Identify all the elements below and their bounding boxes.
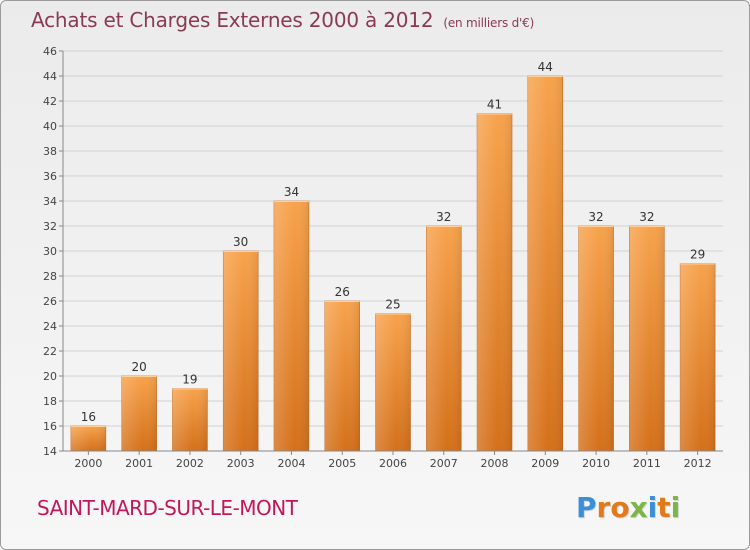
y-tick-label: 20 — [43, 370, 57, 383]
x-tick-label: 2010 — [582, 457, 610, 470]
y-tick-label: 28 — [43, 270, 57, 283]
bar-shine — [121, 376, 157, 451]
commune-name: SAINT-MARD-SUR-LE-MONT — [37, 496, 298, 520]
y-tick-label: 46 — [43, 45, 57, 58]
bar-shine — [70, 426, 106, 451]
logo-letter: o — [610, 491, 630, 524]
x-tick-label: 2006 — [379, 457, 407, 470]
chart-subtitle: (en milliers d'€) — [443, 16, 535, 30]
logo-letter: P — [576, 491, 597, 524]
x-tick-label: 2007 — [430, 457, 458, 470]
data-label: 16 — [81, 410, 96, 424]
data-label: 44 — [538, 60, 553, 74]
y-tick-label: 16 — [43, 420, 57, 433]
y-tick-label: 38 — [43, 145, 57, 158]
logo-letter: i — [670, 491, 681, 524]
data-label: 25 — [385, 298, 400, 312]
y-tick-label: 30 — [43, 245, 57, 258]
bar-shine — [273, 201, 309, 451]
x-tick-label: 2004 — [277, 457, 305, 470]
x-tick-label: 2011 — [633, 457, 661, 470]
bar-shine — [527, 76, 563, 451]
bar-shine — [477, 113, 513, 451]
y-tick-label: 44 — [43, 70, 57, 83]
y-tick-label: 34 — [43, 195, 57, 208]
data-label: 32 — [639, 210, 654, 224]
bar-shine — [375, 313, 411, 451]
data-label: 32 — [436, 210, 451, 224]
data-label: 29 — [690, 248, 705, 262]
logo-letter: x — [629, 491, 648, 524]
y-tick-label: 36 — [43, 170, 57, 183]
title-text: Achats et Charges Externes 2000 à 2012 — [31, 8, 434, 32]
y-tick-label: 24 — [43, 320, 57, 333]
logo-letter: i — [647, 491, 658, 524]
bar-shine — [629, 226, 665, 451]
x-tick-label: 2009 — [531, 457, 559, 470]
data-label: 19 — [182, 373, 197, 387]
y-tick-label: 26 — [43, 295, 57, 308]
labels: 14 16 18 20 22 24 26 28 30 32 34 36 38 40 42 44 46 16 2000… — [43, 45, 712, 470]
bar-shine — [324, 301, 360, 451]
logo-letter: t — [657, 491, 671, 524]
bar-shine — [172, 388, 208, 451]
x-tick-label: 2012 — [684, 457, 712, 470]
x-tick-label: 2008 — [481, 457, 509, 470]
bar-shine — [578, 226, 614, 451]
x-tick-label: 2005 — [328, 457, 356, 470]
x-tick-label: 2003 — [227, 457, 255, 470]
y-tick-label: 18 — [43, 395, 57, 408]
proxiti-logo: Proxiti — [576, 491, 680, 524]
chart-title: Achats et Charges Externes 2000 à 2012 (e… — [31, 8, 534, 32]
bars — [70, 75, 716, 452]
bar-shine — [223, 251, 259, 451]
x-tick-label: 2001 — [125, 457, 153, 470]
y-tick-label: 14 — [43, 445, 57, 458]
bar-shine — [680, 263, 716, 451]
bar-shine — [426, 226, 462, 451]
axes — [59, 50, 723, 455]
y-tick-label: 32 — [43, 220, 57, 233]
data-label: 20 — [132, 360, 147, 374]
data-label: 26 — [335, 285, 350, 299]
data-label: 32 — [588, 210, 603, 224]
x-tick-label: 2002 — [176, 457, 204, 470]
logo-letter: r — [596, 491, 611, 524]
y-tick-label: 22 — [43, 345, 57, 358]
x-tick-label: 2000 — [74, 457, 102, 470]
data-label: 34 — [284, 185, 299, 199]
data-label: 30 — [233, 235, 248, 249]
y-tick-label: 40 — [43, 120, 57, 133]
y-tick-label: 42 — [43, 95, 57, 108]
data-label: 41 — [487, 98, 502, 112]
